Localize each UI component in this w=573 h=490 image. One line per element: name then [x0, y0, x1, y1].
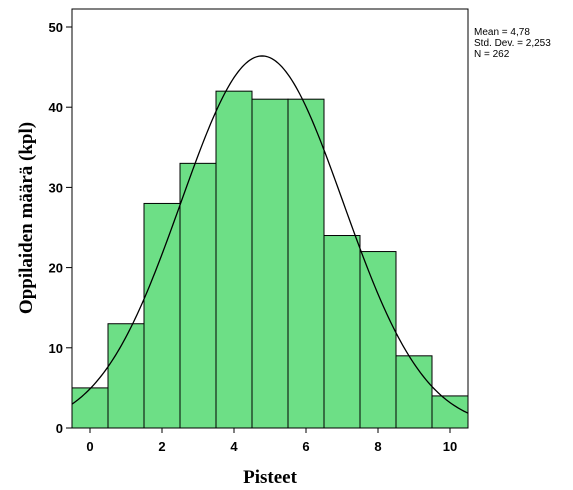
y-axis-title: Oppilaiden määrä (kpl) [16, 122, 37, 314]
x-axis: 0 2 4 6 8 10 [86, 428, 457, 454]
y-tick-label-10: 10 [49, 341, 63, 356]
histogram-bar-6 [287, 98, 325, 429]
histogram-bar-10 [431, 395, 469, 429]
histogram-bar-2 [143, 202, 181, 429]
x-tick-label-6: 6 [302, 439, 309, 454]
histogram-bar-9 [395, 355, 433, 429]
bars-group [71, 90, 469, 429]
normal-curve [71, 55, 469, 414]
x-tick-label-2: 2 [158, 439, 165, 454]
statistics-legend: Mean = 4,78 Std. Dev. = 2,253 N = 262 [474, 27, 551, 60]
y-tick-label-50: 50 [49, 20, 63, 35]
histogram-bar-1 [107, 323, 145, 429]
histogram-bar-8 [359, 251, 397, 429]
std-dev-stat: Std. Dev. = 2,253 [474, 38, 551, 49]
histogram-bar-5 [251, 98, 289, 429]
x-tick-label-10: 10 [443, 439, 457, 454]
histogram-bar-3 [179, 162, 217, 429]
histogram-bar-4 [215, 90, 253, 429]
histogram-bar-0 [71, 387, 109, 429]
x-axis-title: Pisteet [243, 467, 297, 488]
n-stat: N = 262 [474, 49, 510, 60]
y-tick-label-20: 20 [49, 261, 63, 276]
x-tick-label-0: 0 [86, 439, 93, 454]
y-tick-label-40: 40 [49, 100, 63, 115]
mean-stat: Mean = 4,78 [474, 27, 530, 38]
x-tick-label-4: 4 [230, 439, 238, 454]
y-tick-label-0: 0 [56, 421, 63, 436]
x-tick-label-8: 8 [374, 439, 381, 454]
y-axis: 0 10 20 30 40 50 [49, 20, 72, 436]
y-tick-label-30: 30 [49, 180, 63, 195]
histogram-bar-7 [323, 235, 361, 429]
